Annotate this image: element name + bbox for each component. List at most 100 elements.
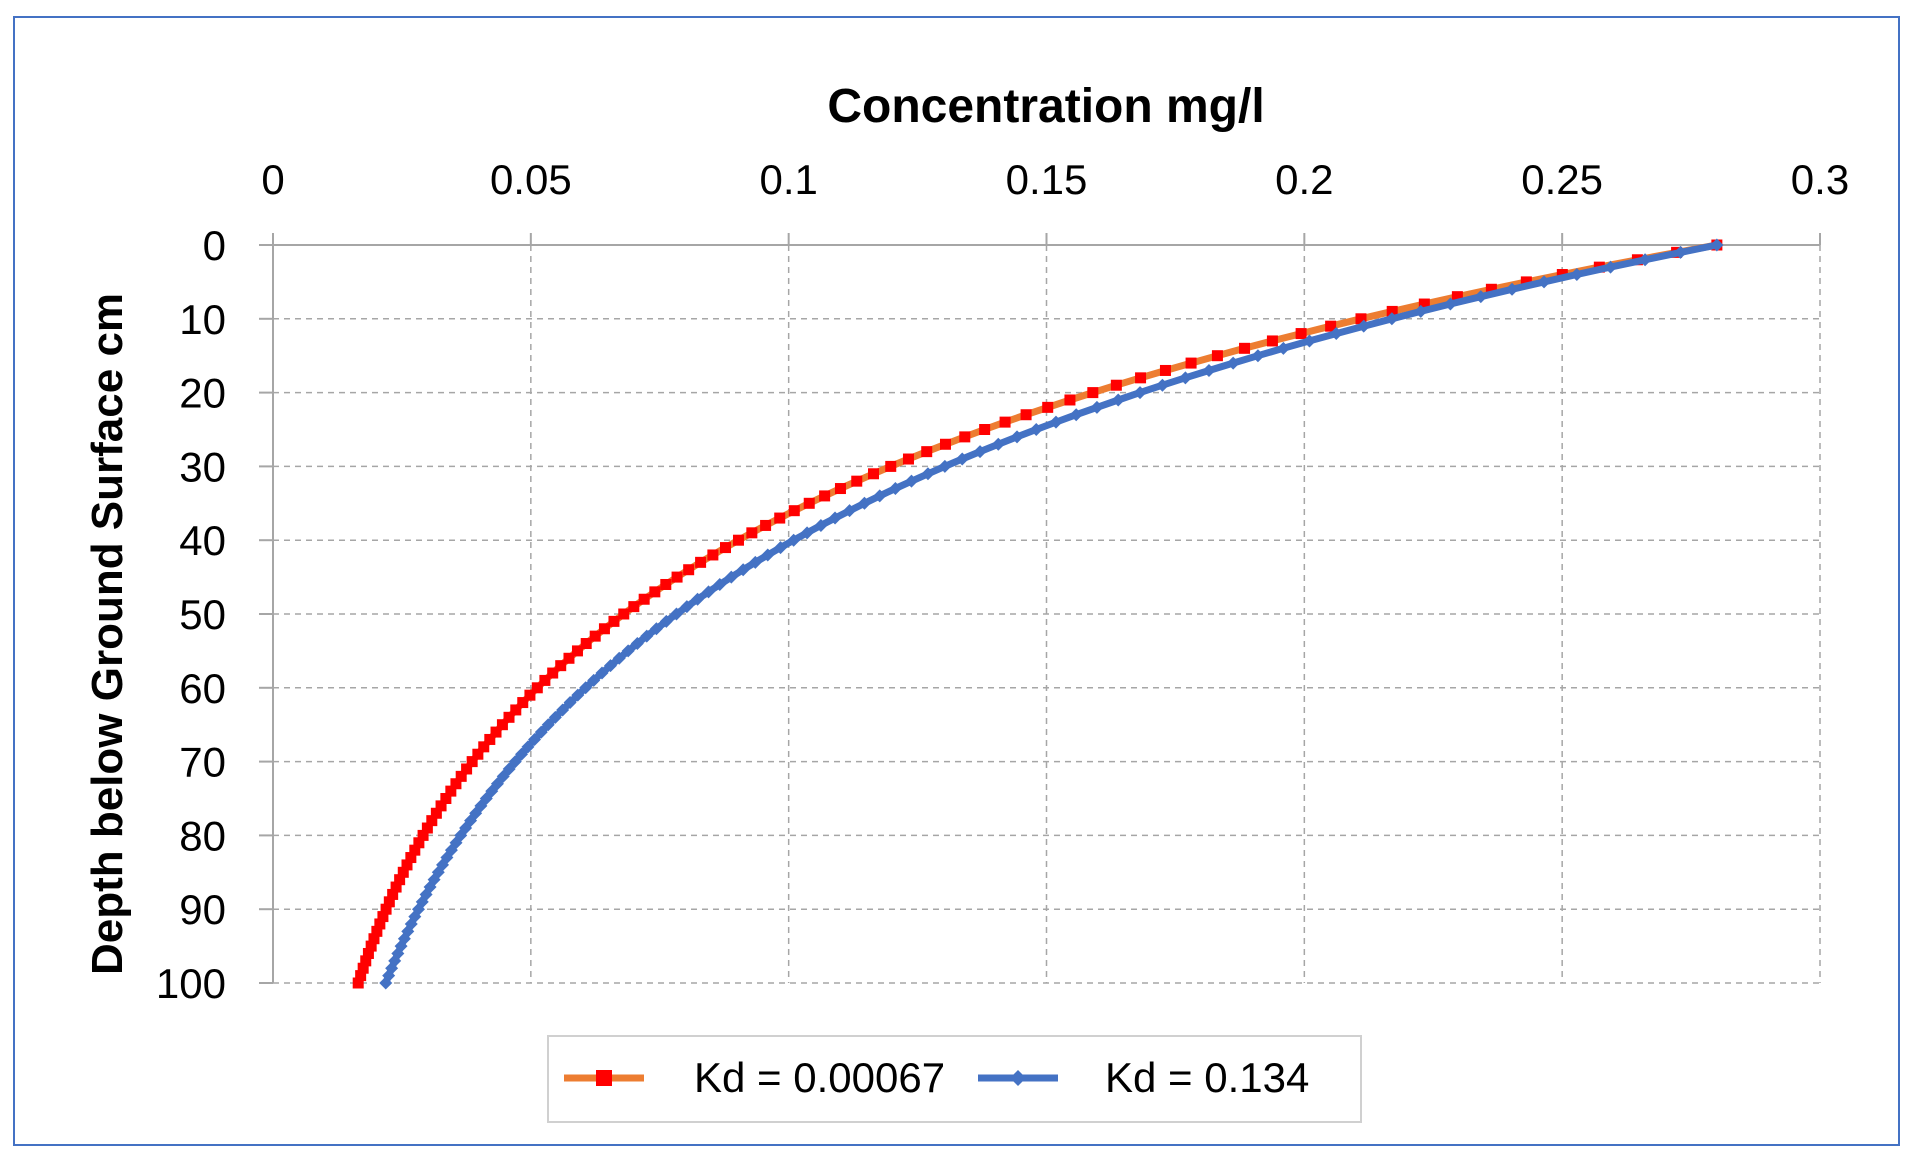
- data-point: [595, 666, 609, 680]
- data-point: [455, 770, 467, 782]
- y-tick-label: 50: [179, 591, 226, 638]
- data-point: [803, 497, 815, 509]
- data-point: [413, 837, 425, 849]
- data-point: [873, 489, 887, 503]
- legend-marker: [1010, 1070, 1026, 1086]
- data-point: [904, 474, 918, 488]
- x-tick-label: 0.3: [1791, 156, 1849, 203]
- x-tick-label: 0.1: [759, 156, 817, 203]
- data-point: [1570, 268, 1584, 282]
- legend-box: [547, 1035, 1362, 1123]
- data-point: [959, 431, 971, 443]
- data-point: [417, 829, 429, 841]
- data-point: [719, 542, 731, 554]
- data-point: [524, 689, 536, 701]
- data-point: [955, 452, 969, 466]
- data-point: [1251, 349, 1265, 363]
- data-point: [515, 747, 529, 761]
- data-point: [409, 844, 421, 856]
- data-point: [405, 852, 417, 864]
- data-point: [1202, 363, 1216, 377]
- data-point: [888, 482, 902, 496]
- data-point: [1443, 297, 1457, 311]
- y-tick-labels: 0 10 20 30 40 50 60 70 80 90 100: [156, 222, 226, 1007]
- data-point: [1638, 253, 1652, 267]
- data-point: [1239, 342, 1251, 354]
- data-point: [1064, 394, 1076, 406]
- data-point: [1185, 357, 1197, 369]
- series-1: [379, 238, 1724, 990]
- data-point: [680, 600, 694, 614]
- data-point: [534, 725, 548, 739]
- data-point: [421, 822, 433, 834]
- data-point: [563, 696, 577, 710]
- data-point: [547, 667, 559, 679]
- data-point: [1451, 291, 1463, 303]
- data-point: [1674, 245, 1688, 259]
- y-tick-label: 10: [179, 296, 226, 343]
- data-point: [484, 733, 496, 745]
- data-point: [702, 585, 716, 599]
- data-point: [528, 732, 542, 746]
- series-layer: [352, 238, 1724, 990]
- data-point: [1505, 282, 1519, 296]
- data-point: [580, 638, 592, 650]
- data-point: [510, 704, 522, 716]
- data-point: [394, 874, 406, 886]
- data-point: [1266, 335, 1278, 347]
- data-point: [355, 970, 367, 982]
- data-point: [1155, 378, 1169, 392]
- data-point: [472, 748, 484, 760]
- data-point: [461, 763, 473, 775]
- data-point: [1485, 283, 1497, 295]
- data-point: [1355, 313, 1367, 325]
- x-tick-label: 0: [261, 156, 284, 203]
- data-point: [450, 778, 462, 790]
- data-point: [571, 645, 583, 657]
- data-point: [508, 755, 522, 769]
- data-point: [748, 555, 762, 569]
- data-point: [374, 918, 386, 930]
- data-point: [774, 541, 788, 555]
- data-point: [834, 483, 846, 495]
- data-point: [683, 564, 695, 576]
- x-tick-label: 0.05: [490, 156, 572, 203]
- data-point: [1276, 341, 1290, 355]
- legend-label-kd-0.134: Kd = 0.134: [1105, 1054, 1309, 1101]
- data-point: [707, 549, 719, 561]
- data-point: [612, 651, 626, 665]
- data-point: [589, 630, 601, 642]
- data-point: [1178, 371, 1192, 385]
- data-point: [973, 445, 987, 459]
- data-point: [1537, 275, 1551, 289]
- data-point: [1329, 327, 1343, 341]
- axes: [259, 233, 1821, 984]
- data-point: [630, 637, 644, 651]
- data-point: [1090, 400, 1104, 414]
- data-point: [390, 881, 402, 893]
- data-point: [1604, 260, 1618, 274]
- data-point: [379, 976, 393, 990]
- data-point: [496, 719, 508, 731]
- y-tick-label: 40: [179, 517, 226, 564]
- data-point: [621, 644, 635, 658]
- data-point: [1385, 312, 1399, 326]
- data-point: [539, 674, 551, 686]
- x-tick-label: 0.2: [1275, 156, 1333, 203]
- data-point: [1226, 356, 1240, 370]
- data-point: [517, 697, 529, 709]
- data-point: [380, 903, 392, 915]
- data-point: [736, 563, 750, 577]
- data-point: [638, 593, 650, 605]
- data-point: [1418, 298, 1430, 310]
- data-point: [521, 740, 535, 754]
- data-point: [383, 896, 395, 908]
- data-point: [563, 652, 575, 664]
- data-point: [1087, 387, 1099, 399]
- data-point: [496, 769, 510, 783]
- data-point: [555, 660, 567, 672]
- data-point: [851, 475, 863, 487]
- data-point: [587, 673, 601, 687]
- data-point: [732, 534, 744, 546]
